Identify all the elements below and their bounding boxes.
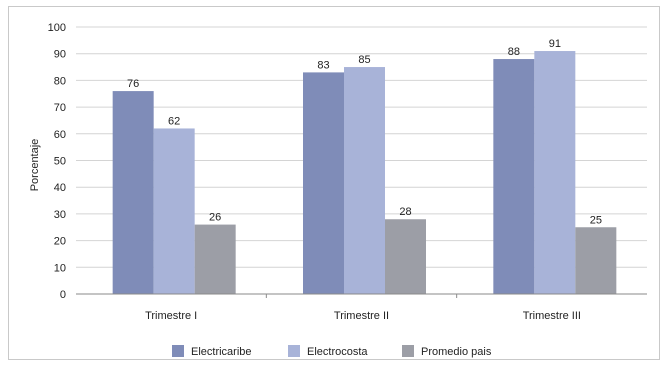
data-label: 91 [549,38,561,50]
y-axis-label: Porcentaje [29,139,41,192]
data-label: 85 [358,54,370,66]
bar [385,219,426,294]
legend-label: Electricaribe [191,346,252,358]
bar [344,67,385,294]
legend-swatch [288,345,300,357]
x-tick-label: Trimestre I [145,310,197,322]
legend-label: Electrocosta [307,346,368,358]
data-label: 62 [168,115,180,127]
legend-label: Promedio pais [421,346,492,358]
y-tick-label: 50 [54,156,66,168]
bar [153,128,195,294]
y-tick-label: 60 [54,129,66,141]
y-axis-ticks: 0 10 20 30 40 50 60 70 80 90 100 [48,22,66,301]
bar [575,227,617,294]
bar [493,59,535,294]
legend-swatch [402,345,414,357]
legend: Electricaribe Electrocosta Promedio pais [172,345,492,358]
data-label: 28 [399,206,411,218]
y-tick-label: 70 [54,102,66,114]
bars [112,51,617,294]
data-labels: 76 62 26 83 85 28 88 91 25 [127,38,602,226]
y-tick-label: 0 [60,289,66,301]
bar [112,91,154,294]
bar [194,224,236,294]
y-tick-label: 80 [54,75,66,87]
data-label: 25 [590,214,602,226]
y-tick-label: 20 [54,236,66,248]
x-axis-ticks: Trimestre I Trimestre II Trimestre III [145,294,581,322]
y-tick-label: 10 [54,262,66,274]
data-label: 88 [508,46,520,58]
y-tick-label: 40 [54,182,66,194]
data-label: 26 [209,212,221,224]
data-label: 76 [127,78,139,90]
x-tick-label: Trimestre III [523,310,581,322]
bar [303,72,344,294]
y-tick-label: 100 [48,22,66,34]
y-tick-label: 30 [54,209,66,221]
legend-swatch [172,345,184,357]
y-tick-label: 90 [54,49,66,61]
x-tick-label: Trimestre II [334,310,389,322]
bar [534,51,576,294]
data-label: 83 [317,59,329,71]
